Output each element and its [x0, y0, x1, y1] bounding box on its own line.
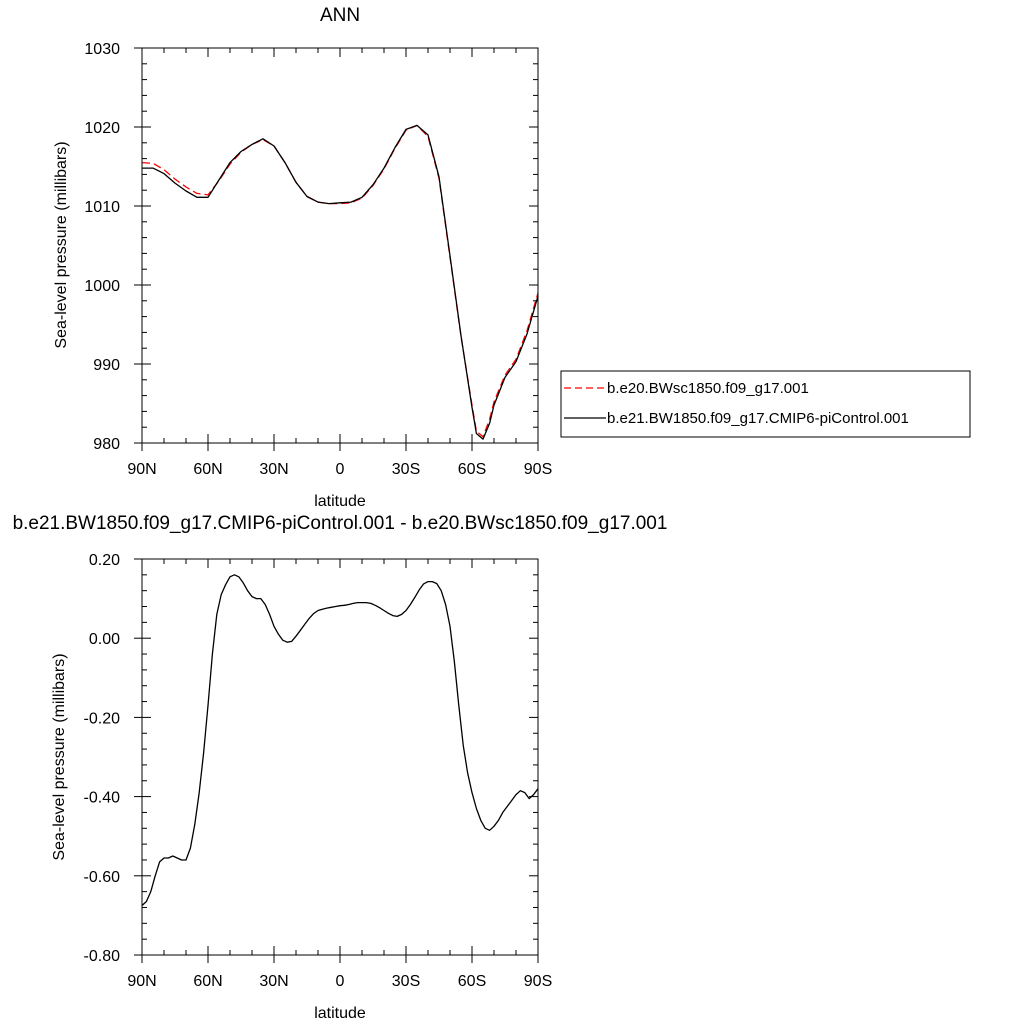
- top-tick-labels: 90N 60N 30N 0 30S 60S 90S 980 990 1000 1010 1020 103…: [84, 41, 552, 478]
- x-tick-label: 0: [336, 973, 345, 990]
- y-tick-label: -0.60: [84, 869, 121, 886]
- x-tick-label: 60S: [458, 461, 486, 478]
- y-tick-label: 990: [93, 357, 120, 374]
- top-y-axis-label: Sea-level pressure (millibars): [53, 141, 70, 348]
- x-tick-label: 0: [336, 461, 345, 478]
- top-chart-title: ANN: [320, 5, 360, 26]
- y-tick-label: -0.40: [84, 790, 121, 807]
- y-tick-label: 1020: [84, 120, 120, 137]
- y-tick-label: 0.20: [89, 552, 120, 569]
- y-tick-label: -0.20: [84, 710, 121, 727]
- bottom-x-axis-label: latitude: [314, 1005, 366, 1022]
- bottom-panel: b.e21.BW1850.f09_g17.CMIP6-piControl.001…: [13, 513, 668, 1022]
- top-plot-frame: [141, 47, 539, 444]
- x-tick-label: 30S: [392, 973, 420, 990]
- x-tick-label: 30N: [259, 461, 288, 478]
- top-x-axis-label: latitude: [314, 493, 366, 510]
- legend: b.e20.BWsc1850.f09_g17.001 b.e21.BW1850.…: [560, 370, 971, 438]
- bottom-y-axis-label: Sea-level pressure (millibars): [51, 653, 68, 860]
- bottom-series-lines: [141, 574, 539, 906]
- y-tick-label: 1010: [84, 199, 120, 216]
- bottom-tick-labels: 90N 60N 30N 0 30S 60S 90S -0.80 -0.60 -0.40 -0.20 0…: [84, 552, 553, 990]
- x-tick-label: 90S: [524, 461, 552, 478]
- legend-box: [560, 370, 971, 438]
- x-tick-label: 60S: [458, 973, 486, 990]
- top-axis-ticks: [134, 47, 539, 451]
- top-panel: ANN 90N 60N 30N 0 30S 60S 90S 980 990 1000 1010 102…: [53, 5, 552, 510]
- y-tick-label: 0.00: [89, 631, 120, 648]
- bottom-chart-title: b.e21.BW1850.f09_g17.CMIP6-piControl.001…: [13, 513, 668, 534]
- top-series-lines: [141, 124, 539, 440]
- series-line-1: [141, 574, 539, 906]
- x-tick-label: 90S: [524, 973, 552, 990]
- series-line-2: [142, 124, 539, 440]
- x-tick-label: 90N: [127, 973, 156, 990]
- legend-label-series-1: b.e20.BWsc1850.f09_g17.001: [607, 380, 809, 397]
- bottom-axis-ticks: [134, 558, 539, 963]
- y-tick-label: 980: [93, 436, 120, 453]
- y-tick-label: 1000: [84, 278, 120, 295]
- x-tick-label: 60N: [193, 461, 222, 478]
- legend-label-series-2: b.e21.BW1850.f09_g17.CMIP6-piControl.001: [607, 410, 909, 427]
- x-tick-label: 30S: [392, 461, 420, 478]
- y-tick-label: -0.80: [84, 948, 121, 965]
- x-tick-label: 60N: [193, 973, 222, 990]
- y-tick-label: 1030: [84, 41, 120, 58]
- x-tick-label: 90N: [127, 461, 156, 478]
- x-tick-label: 30N: [259, 973, 288, 990]
- bottom-plot-frame: [141, 558, 539, 956]
- series-line-1: [141, 124, 539, 438]
